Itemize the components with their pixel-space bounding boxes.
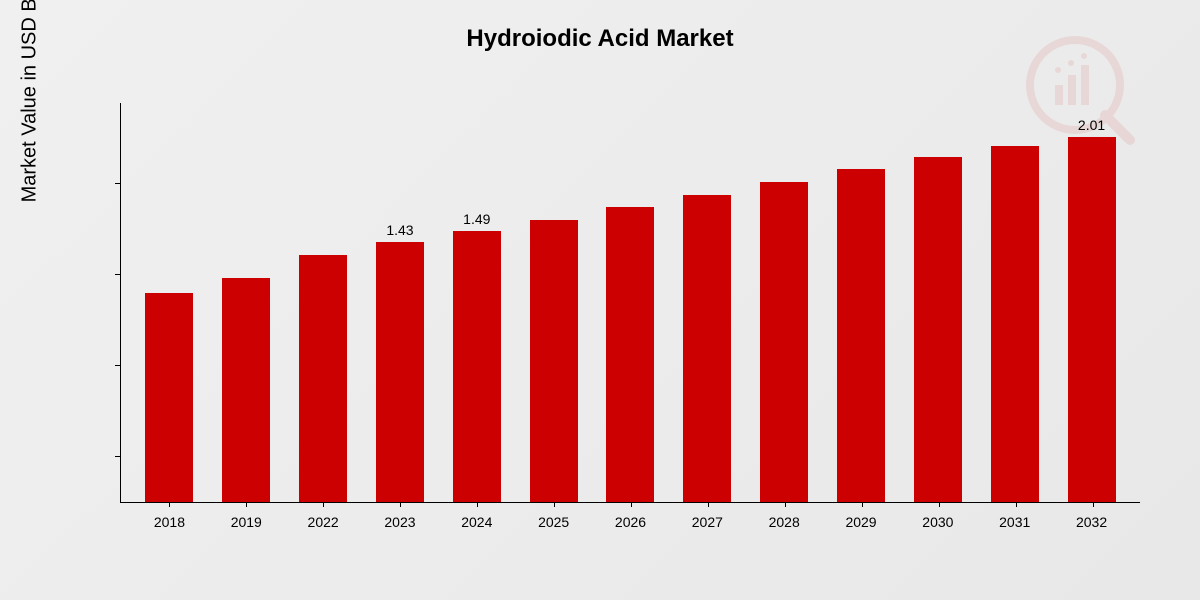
bar: [914, 157, 962, 502]
bar: [376, 242, 424, 502]
bar: [760, 182, 808, 502]
x-tick: [477, 502, 478, 507]
bar-group: [600, 203, 660, 502]
x-tick: [862, 502, 863, 507]
bar-group: [985, 142, 1045, 502]
x-tick: [554, 502, 555, 507]
bar-group: [139, 289, 199, 502]
bar-group: [293, 251, 353, 502]
y-tick: [115, 183, 121, 184]
chart-container: Market Value in USD Billion 1.431.492.01…: [50, 63, 1150, 563]
bar-group: [831, 165, 891, 502]
x-tick: [708, 502, 709, 507]
bar: [606, 207, 654, 502]
bar-group: 1.43: [370, 222, 430, 502]
bar-group: 2.01: [1062, 117, 1122, 502]
x-axis-label: 2018: [139, 514, 199, 530]
bar: [453, 231, 501, 502]
bars-wrapper: 1.43 1.49 2.01: [121, 103, 1140, 502]
x-tick: [939, 502, 940, 507]
x-axis-label: 2019: [216, 514, 276, 530]
x-tick: [400, 502, 401, 507]
bar: [530, 220, 578, 502]
bar-group: [677, 191, 737, 502]
x-axis-label: 2030: [908, 514, 968, 530]
bar-group: [754, 178, 814, 502]
bar-group: [908, 153, 968, 502]
chart-title: Hydroiodic Acid Market: [0, 0, 1200, 63]
x-axis-label: 2024: [447, 514, 507, 530]
bar: [991, 146, 1039, 502]
x-axis-label: 2025: [524, 514, 584, 530]
bar-group: [524, 216, 584, 502]
x-axis-label: 2027: [677, 514, 737, 530]
x-tick: [1016, 502, 1017, 507]
bar-value-label: 1.49: [463, 211, 490, 227]
x-tick: [631, 502, 632, 507]
y-axis-label: Market Value in USD Billion: [19, 0, 42, 202]
x-axis-label: 2026: [600, 514, 660, 530]
bar-value-label: 1.43: [386, 222, 413, 238]
y-tick: [115, 274, 121, 275]
bar: [145, 293, 193, 502]
x-axis-label: 2022: [293, 514, 353, 530]
x-axis-label: 2032: [1062, 514, 1122, 530]
bar: [1068, 137, 1116, 502]
bar: [683, 195, 731, 502]
bar-group: [216, 274, 276, 502]
bar: [837, 169, 885, 502]
x-tick: [785, 502, 786, 507]
x-axis-label: 2031: [985, 514, 1045, 530]
x-axis-label: 2023: [370, 514, 430, 530]
x-labels-row: 2018 2019 2022 2023 2024 2025 2026 2027 2028 2029…: [121, 514, 1140, 530]
x-tick: [246, 502, 247, 507]
x-axis-label: 2028: [754, 514, 814, 530]
bar-group: 1.49: [447, 211, 507, 502]
x-tick: [169, 502, 170, 507]
y-tick: [115, 365, 121, 366]
bar: [222, 278, 270, 502]
x-tick: [1093, 502, 1094, 507]
x-axis-label: 2029: [831, 514, 891, 530]
bar: [299, 255, 347, 502]
bar-value-label: 2.01: [1078, 117, 1105, 133]
plot-area: 1.431.492.01 201820192022202320242025202…: [120, 103, 1140, 503]
x-tick: [323, 502, 324, 507]
y-tick: [115, 456, 121, 457]
